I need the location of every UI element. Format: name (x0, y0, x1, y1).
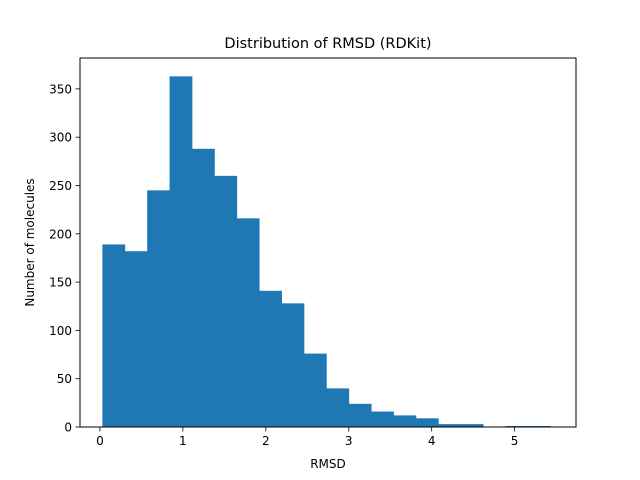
x-axis-label: RMSD (310, 457, 346, 471)
plot-frame (79, 57, 577, 428)
histogram-bar (326, 388, 350, 427)
x-axis-ticks: 0 1 2 3 4 5 (96, 427, 518, 448)
x-tick-label: 5 (511, 434, 519, 448)
y-tick-label: 0 (64, 421, 72, 435)
bars-group (102, 76, 551, 428)
x-tick-label: 1 (179, 434, 187, 448)
y-axis-ticks: 0 50 100 150 200 250 300 350 (49, 82, 80, 435)
y-tick-label: 350 (49, 82, 72, 96)
y-tick-label: 300 (49, 131, 72, 145)
histogram-bar (214, 175, 238, 427)
x-tick-label: 4 (428, 434, 436, 448)
histogram-bar (169, 76, 193, 428)
histogram-bar (393, 415, 417, 427)
histogram-bar (303, 353, 327, 427)
histogram-bar (147, 190, 170, 427)
y-tick-label: 50 (57, 372, 72, 386)
histogram-bar (460, 424, 484, 427)
y-tick-label: 200 (49, 227, 72, 241)
y-axis-label: Number of molecules (23, 178, 37, 306)
histogram-bar (124, 251, 148, 427)
histogram-bar (348, 403, 372, 427)
histogram-bar (191, 148, 215, 428)
histogram-bar (415, 418, 439, 427)
histogram-bar (236, 218, 260, 427)
histogram-bar (371, 411, 394, 427)
histogram-bar (102, 244, 126, 427)
histogram-bar (438, 424, 462, 427)
chart-title: Distribution of RMSD (RDKit) (224, 36, 431, 52)
x-tick-label: 2 (262, 434, 270, 448)
y-tick-label: 150 (49, 276, 72, 290)
x-tick-label: 3 (345, 434, 353, 448)
x-tick-label: 0 (96, 434, 104, 448)
y-tick-label: 250 (49, 179, 72, 193)
y-tick-label: 100 (49, 324, 72, 338)
histogram-bar (259, 290, 282, 427)
histogram-bar (281, 303, 305, 427)
